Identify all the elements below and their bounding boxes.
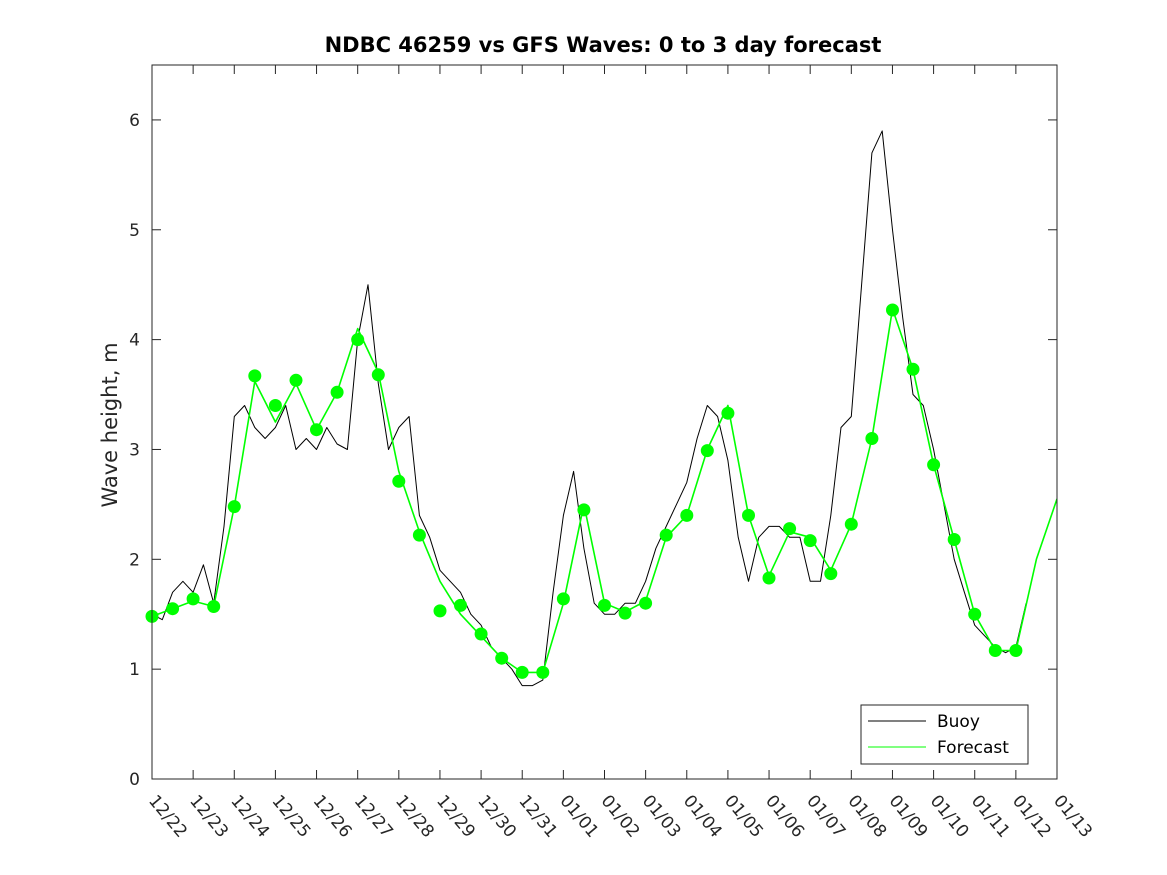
- forecast-marker: [742, 508, 755, 522]
- forecast-marker: [988, 644, 1002, 657]
- forecast-marker: [310, 423, 323, 437]
- forecast-marker: [495, 651, 509, 665]
- forecast-marker: [536, 665, 550, 679]
- forecast-marker: [433, 604, 447, 618]
- forecast-marker: [268, 399, 282, 412]
- forecast-marker: [886, 303, 899, 317]
- forecast-marker: [515, 665, 529, 679]
- x-tick-label: 01/06: [761, 791, 808, 841]
- x-tick-label: 01/13: [1049, 791, 1096, 841]
- x-tick-label: 01/05: [720, 791, 767, 841]
- plot-frame: [151, 64, 1058, 780]
- x-tick-label: 12/22: [144, 791, 191, 841]
- forecast-marker: [351, 333, 365, 347]
- forecast-marker: [639, 596, 653, 610]
- forecast-marker: [659, 528, 673, 542]
- forecast-marker: [598, 598, 611, 612]
- forecast-marker: [556, 592, 570, 606]
- y-tick-label: 0: [129, 770, 140, 790]
- y-tick-label: 1: [129, 660, 140, 680]
- forecast-marker: [618, 606, 632, 620]
- forecast-marker: [947, 533, 961, 546]
- legend-box: [860, 704, 1029, 765]
- x-tick-label: 01/12: [1008, 791, 1055, 841]
- x-tick-label: 12/26: [309, 791, 356, 841]
- buoy-series-line: [152, 130, 1027, 687]
- forecast-marker: [371, 368, 385, 382]
- forecast-marker: [721, 406, 735, 420]
- x-tick-label: 12/29: [432, 791, 479, 841]
- y-axis-ticks: 0 1 2 3 4 5 6: [129, 111, 1057, 790]
- legend: Buoy Forecast: [860, 704, 1029, 765]
- x-tick-label: 01/11: [967, 791, 1014, 841]
- x-tick-label: 12/27: [350, 791, 397, 841]
- forecast-marker: [762, 571, 776, 585]
- x-tick-label: 12/28: [391, 791, 438, 841]
- forecast-marker: [330, 385, 344, 399]
- forecast-marker: [186, 592, 200, 606]
- x-tick-label: 01/08: [843, 791, 890, 841]
- legend-forecast-label: Forecast: [937, 738, 1009, 758]
- forecast-marker: [927, 458, 941, 472]
- legend-buoy-label: Buoy: [937, 712, 980, 732]
- y-tick-label: 2: [129, 550, 140, 570]
- forecast-marker: [454, 598, 467, 612]
- forecast-marker: [1009, 644, 1023, 657]
- forecast-marker: [207, 600, 221, 613]
- forecast-marker: [289, 373, 303, 387]
- forecast-marker: [474, 627, 488, 641]
- x-tick-label: 01/07: [802, 791, 849, 841]
- y-axis-label: Wave height, m: [98, 342, 122, 507]
- x-tick-label: 01/02: [597, 791, 644, 841]
- y-tick-label: 5: [129, 221, 140, 241]
- forecast-marker: [906, 362, 920, 376]
- forecast-marker: [803, 534, 817, 548]
- x-tick-label: 01/04: [679, 791, 726, 841]
- x-tick-label: 01/01: [556, 791, 603, 841]
- x-tick-label: 12/24: [226, 791, 273, 841]
- chart-title: NDBC 46259 vs GFS Waves: 0 to 3 day fore…: [325, 33, 882, 57]
- forecast-marker: [968, 607, 982, 621]
- forecast-marker: [824, 567, 838, 581]
- x-tick-label: 12/23: [185, 791, 232, 841]
- forecast-marker: [783, 522, 797, 536]
- forecast-marker: [392, 474, 406, 488]
- x-tick-label: 12/30: [473, 791, 520, 841]
- x-tick-label: 01/10: [926, 791, 973, 841]
- forecast-marker: [248, 369, 262, 383]
- forecast-marker: [577, 503, 591, 517]
- y-tick-label: 4: [129, 331, 140, 351]
- x-tick-label: 01/09: [885, 791, 932, 841]
- y-tick-label: 6: [129, 111, 140, 131]
- x-tick-label: 12/31: [514, 791, 561, 841]
- forecast-marker: [412, 528, 426, 542]
- x-tick-label: 01/03: [638, 791, 685, 841]
- forecast-marker: [844, 517, 858, 531]
- forecast-marker: [166, 602, 180, 616]
- forecast-marker: [700, 444, 714, 458]
- forecast-marker: [865, 432, 879, 445]
- forecast-marker: [227, 500, 241, 514]
- forecast-markers: [145, 303, 1023, 679]
- y-tick-label: 3: [129, 440, 140, 460]
- plot-area: [152, 65, 1057, 779]
- x-tick-label: 12/25: [268, 791, 315, 841]
- forecast-marker: [680, 508, 694, 522]
